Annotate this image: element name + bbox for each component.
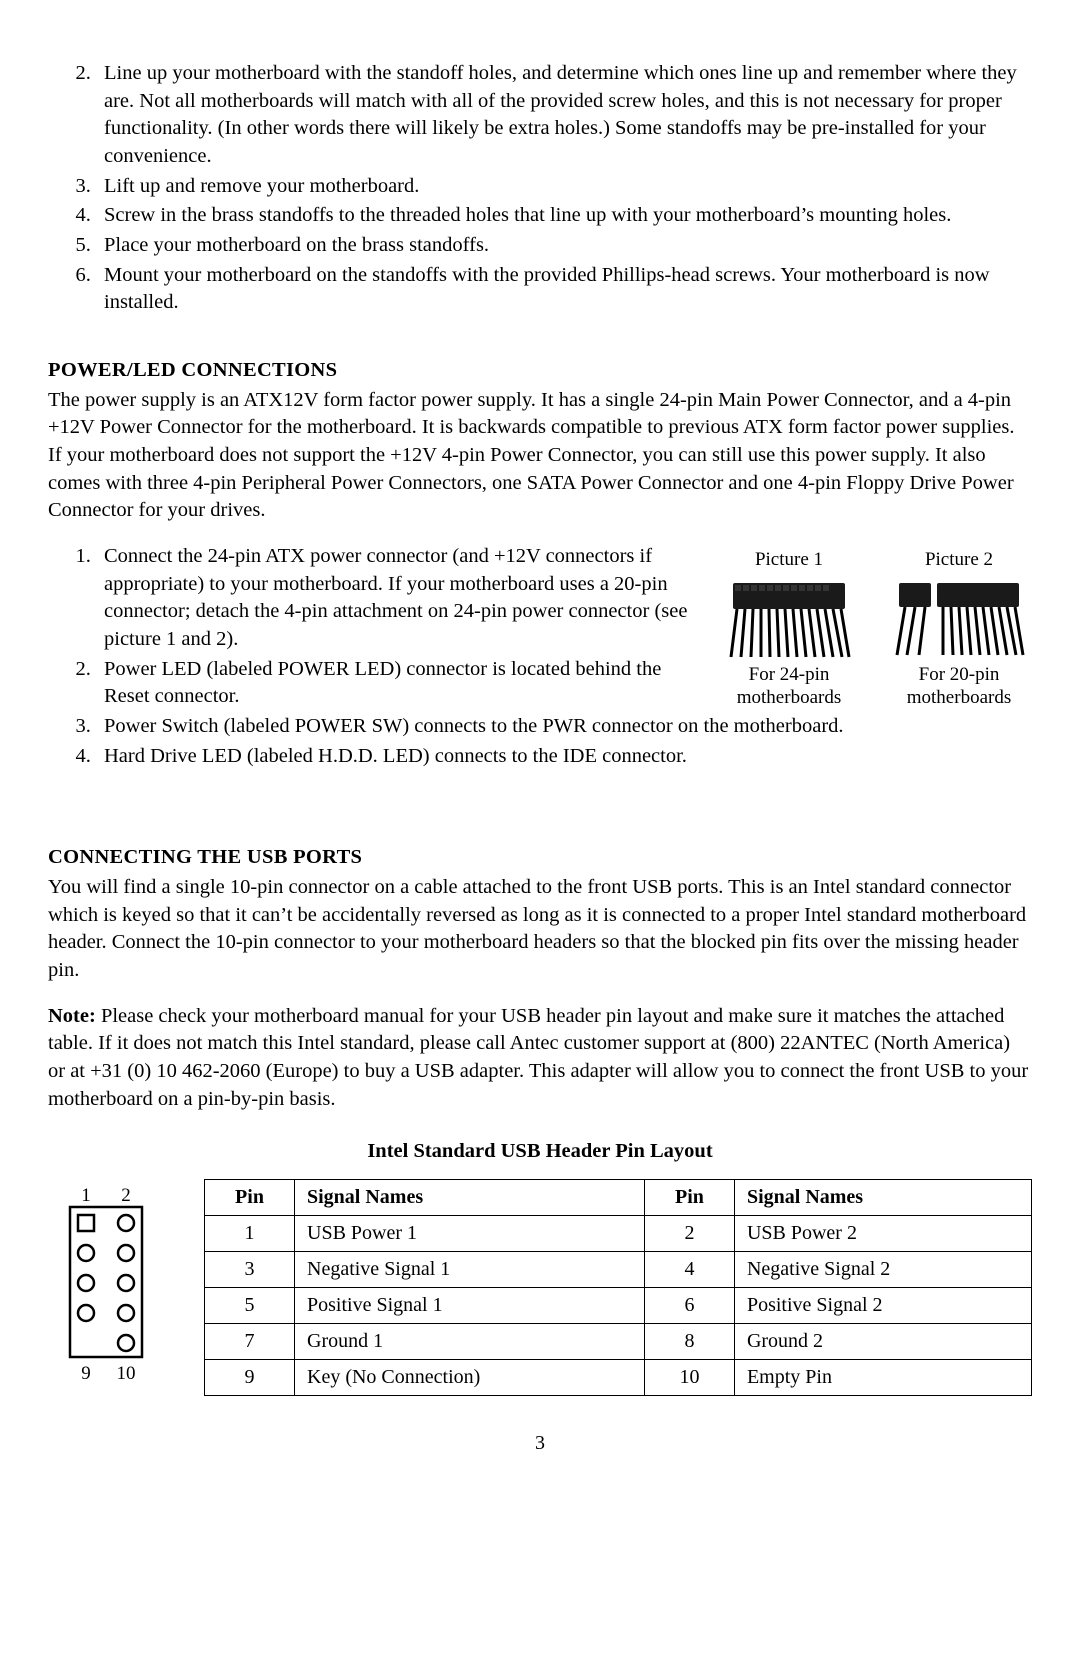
- table-row: 3Negative Signal 14Negative Signal 2: [205, 1252, 1032, 1288]
- connector-20pin-icon: [893, 577, 1025, 659]
- pin-2-label: 2: [121, 1185, 131, 1206]
- cell-pin: 1: [205, 1216, 295, 1252]
- cell-signal: USB Power 2: [734, 1216, 1031, 1252]
- power-led-heading: POWER/LED CONNECTIONS: [48, 357, 1032, 385]
- step-text: Power LED (labeled POWER LED) connector …: [104, 658, 661, 708]
- usb-table-row: 1 2 9 10 Pin Signa: [48, 1179, 1032, 1396]
- table-row: 5Positive Signal 16Positive Signal 2: [205, 1288, 1032, 1324]
- cell-pin: 8: [644, 1324, 734, 1360]
- pin-10-label: 10: [117, 1363, 136, 1384]
- th-pin-b: Pin: [644, 1180, 734, 1216]
- cell-signal: Key (No Connection): [295, 1360, 645, 1396]
- usb-table-title: Intel Standard USB Header Pin Layout: [48, 1138, 1032, 1166]
- th-signal-a: Signal Names: [295, 1180, 645, 1216]
- cell-pin: 4: [644, 1252, 734, 1288]
- install-steps-list: Line up your motherboard with the stando…: [48, 60, 1032, 317]
- note-text: Please check your motherboard manual for…: [48, 1005, 1028, 1110]
- picture-2-label: Picture 2: [886, 547, 1032, 573]
- cell-signal: Ground 1: [295, 1324, 645, 1360]
- cell-pin: 7: [205, 1324, 295, 1360]
- list-item: Place your motherboard on the brass stan…: [96, 232, 1032, 260]
- list-item: Power Switch (labeled POWER SW) connects…: [96, 713, 1032, 741]
- list-item: Hard Drive LED (labeled H.D.D. LED) conn…: [96, 743, 1032, 771]
- cell-pin: 6: [644, 1288, 734, 1324]
- list-item: Screw in the brass standoffs to the thre…: [96, 202, 1032, 230]
- list-item: Mount your motherboard on the standoffs …: [96, 262, 1032, 317]
- pin-diagram: 1 2 9 10: [48, 1185, 168, 1394]
- pin-1-label: 1: [81, 1185, 91, 1206]
- list-item: Line up your motherboard with the stando…: [96, 60, 1032, 171]
- usb-note: Note: Please check your motherboard manu…: [48, 1003, 1032, 1114]
- step-text: Line up your motherboard with the stando…: [104, 62, 1017, 167]
- page-number: 3: [48, 1430, 1032, 1457]
- picture-2-caption: For 20-pin motherboards: [886, 663, 1032, 711]
- picture-2: Picture 2 For 20-pin motherboards: [886, 547, 1032, 710]
- cell-pin: 2: [644, 1216, 734, 1252]
- list-item: Lift up and remove your motherboard.: [96, 173, 1032, 201]
- th-signal-b: Signal Names: [734, 1180, 1031, 1216]
- power-led-intro: The power supply is an ATX12V form facto…: [48, 387, 1032, 525]
- table-row: 1USB Power 12USB Power 2: [205, 1216, 1032, 1252]
- power-led-block: Picture 1 For 24-pin motherboards: [48, 543, 1032, 772]
- step-text: Power Switch (labeled POWER SW) connects…: [104, 715, 844, 737]
- cell-signal: Positive Signal 1: [295, 1288, 645, 1324]
- table-row: 7Ground 18Ground 2: [205, 1324, 1032, 1360]
- pin-9-label: 9: [81, 1363, 91, 1384]
- step-text: Place your motherboard on the brass stan…: [104, 234, 489, 256]
- th-pin-a: Pin: [205, 1180, 295, 1216]
- step-text: Connect the 24-pin ATX power connector (…: [104, 545, 687, 650]
- picture-1: Picture 1 For 24-pin motherboards: [716, 547, 862, 710]
- cell-signal: Positive Signal 2: [734, 1288, 1031, 1324]
- step-text: Mount your motherboard on the standoffs …: [104, 264, 990, 314]
- cell-signal: Empty Pin: [734, 1360, 1031, 1396]
- table-row: 9Key (No Connection)10Empty Pin: [205, 1360, 1032, 1396]
- usb-intro: You will find a single 10-pin connector …: [48, 874, 1032, 985]
- cell-signal: Ground 2: [734, 1324, 1031, 1360]
- cell-pin: 10: [644, 1360, 734, 1396]
- cell-signal: Negative Signal 2: [734, 1252, 1031, 1288]
- connector-24pin-icon: [723, 577, 855, 659]
- cell-signal: USB Power 1: [295, 1216, 645, 1252]
- cell-pin: 5: [205, 1288, 295, 1324]
- usb-heading: CONNECTING THE USB PORTS: [48, 844, 1032, 872]
- picture-1-caption: For 24-pin motherboards: [716, 663, 862, 711]
- step-text: Lift up and remove your motherboard.: [104, 175, 419, 197]
- step-text: Hard Drive LED (labeled H.D.D. LED) conn…: [104, 745, 687, 767]
- step-text: Screw in the brass standoffs to the thre…: [104, 204, 951, 226]
- usb-table-wrap: Pin Signal Names Pin Signal Names 1USB P…: [204, 1179, 1032, 1396]
- note-label: Note:: [48, 1005, 96, 1027]
- picture-1-label: Picture 1: [716, 547, 862, 573]
- table-header-row: Pin Signal Names Pin Signal Names: [205, 1180, 1032, 1216]
- cell-pin: 3: [205, 1252, 295, 1288]
- pin-header-icon: 1 2 9 10: [48, 1185, 168, 1385]
- pictures: Picture 1 For 24-pin motherboards: [716, 547, 1032, 710]
- usb-table: Pin Signal Names Pin Signal Names 1USB P…: [204, 1179, 1032, 1396]
- cell-pin: 9: [205, 1360, 295, 1396]
- cell-signal: Negative Signal 1: [295, 1252, 645, 1288]
